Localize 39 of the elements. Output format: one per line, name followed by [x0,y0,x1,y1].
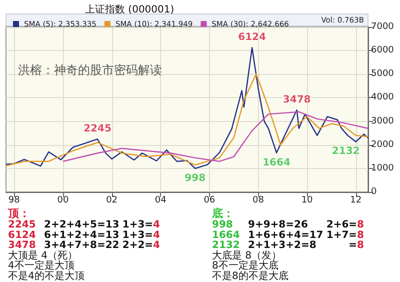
annotation: 3478 [282,94,311,106]
text: 不是4的不是大顶 [8,270,84,282]
y-tick-label: 3000 [371,116,394,126]
y-tick-label: 2000 [371,140,394,150]
annotation: 998 [184,172,206,184]
annotation: 2132 [332,146,360,158]
y-tick-label: 0 [371,187,377,197]
text: 顶： [7,207,30,220]
x-tick-label: 00 [57,196,69,206]
annotation: 1664 [262,157,290,168]
text: 底： [211,207,234,220]
text: 2245 2+2+4+5=13 1+3=4 [8,220,160,230]
text: 1664 1+6+6+4=17 1+7=8 [212,230,364,241]
text: 998 9+9+8=26 2+6=8 [212,220,364,230]
x-tick-label: 08 [252,196,264,206]
y-tick-label: 6000 [371,46,394,56]
x-tick-label: 06 [204,196,216,206]
chart-title: 上证指数 (000001) [85,4,174,16]
y-tick-label: 4000 [371,92,394,103]
text: 3478 3+4+7+8=22 2+2=4 [8,240,160,252]
text: 大底是 8（发） [212,249,282,262]
y-tick-label: 1000 [371,163,394,174]
y-tick-label: 5000 [371,69,394,80]
x-tick-label: 10 [301,196,314,206]
text: 不是8的不是大底 [212,270,288,282]
annotation: 6124 [238,32,266,44]
text: 8不一定是大底 [212,260,278,272]
annotation: 2245 [84,124,112,135]
text: 大顶是 4（死） [8,249,78,262]
annotation: 洪榕：神奇的股市密码解读 [18,63,162,77]
y-tick-label: 7000 [371,22,394,32]
text: 4不一定是大顶 [8,260,74,272]
text: 6124 6+1+2+4=13 1+3=4 [8,230,160,241]
x-tick-label: 12 [350,196,362,206]
x-tick-label: 98 [8,196,20,206]
x-tick-label: 04 [154,196,167,206]
line-series [5,47,369,170]
x-tick-label: 02 [106,196,118,206]
text: 2132 2+1+3+2=8 =8 [212,240,364,252]
